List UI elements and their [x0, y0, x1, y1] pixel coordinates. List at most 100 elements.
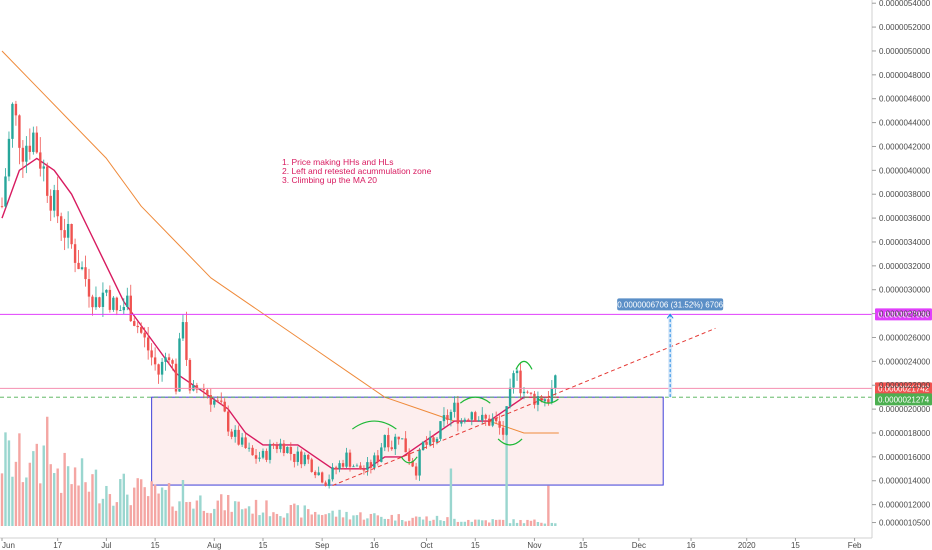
y-tick-label: 0.0000010500: [879, 519, 931, 528]
candle-body: [70, 223, 73, 245]
volume-bar: [188, 501, 192, 526]
y-tick-label: 0.0000018000: [879, 429, 931, 438]
y-tick-label: 0.0000052000: [879, 23, 931, 32]
candle-body: [261, 450, 265, 458]
candle-body: [213, 400, 216, 405]
x-tick-label: Feb: [848, 541, 862, 550]
volume-bar: [174, 510, 178, 526]
candle-body: [240, 437, 244, 445]
candle-body: [171, 360, 174, 364]
volume-bar: [418, 516, 421, 526]
candle-body: [320, 472, 324, 483]
candle-body: [501, 427, 505, 435]
volume-bar: [49, 464, 52, 526]
volume-bar: [404, 521, 407, 526]
annotation-line-3: 3. Climbing up the MA 20: [282, 175, 377, 185]
volume-bar: [550, 522, 554, 526]
volume-bar: [300, 517, 303, 526]
candle-body: [414, 466, 418, 476]
volume-bar: [261, 512, 265, 526]
current-price-tag-label: 0.0000021742: [878, 384, 930, 393]
candle-body: [533, 393, 536, 405]
volume-bar: [425, 516, 428, 526]
volume-bar: [42, 445, 45, 526]
accumulation-box: [151, 396, 664, 486]
candle-body: [223, 401, 226, 412]
volume-bar: [237, 501, 240, 526]
volume-bar: [70, 484, 73, 526]
volume-bar: [456, 521, 460, 526]
measure-label-bg: [617, 298, 724, 311]
candle-body: [77, 262, 80, 270]
annotation-line-2: 2. Left and retested acummulation zone: [282, 166, 432, 176]
y-tick-label: 0.0000042000: [879, 142, 931, 151]
candle-body: [456, 402, 460, 424]
x-tick-label: Jul: [101, 541, 111, 550]
volume-bar: [380, 516, 383, 526]
candle-body: [42, 166, 45, 169]
volume-bar: [73, 467, 77, 526]
x-tick-label: Sep: [315, 541, 330, 550]
volume-bar: [66, 466, 70, 526]
volume-bar: [498, 519, 501, 526]
candle-body: [32, 132, 35, 152]
volume-bar: [296, 505, 299, 526]
y-tick-label: 0.0000032000: [879, 262, 931, 271]
candle-body: [435, 438, 439, 443]
volume-bar: [467, 519, 470, 526]
hh-mark-3: [515, 360, 533, 370]
candle-body: [526, 391, 529, 393]
candle-body: [188, 359, 192, 391]
x-tick-label: 15: [259, 541, 268, 550]
candle-body: [286, 447, 289, 454]
candle-body: [251, 447, 254, 456]
candle-body: [394, 436, 397, 450]
candle-body: [446, 415, 449, 420]
ma-price-tag-label: 0.0000021274: [878, 395, 930, 404]
volume-bar: [87, 491, 91, 526]
target-price-tag-bg: [875, 308, 932, 321]
candle-body: [307, 454, 310, 460]
candle-body: [98, 297, 101, 307]
volume-bar: [223, 510, 226, 526]
candle-body: [428, 437, 432, 445]
volume-bar: [474, 519, 477, 526]
candle-body: [421, 441, 425, 451]
volume-bar: [355, 515, 359, 526]
candle-body: [474, 412, 477, 422]
candle-body: [484, 414, 487, 419]
candle-body: [233, 429, 237, 437]
volume-bar: [35, 443, 38, 526]
candle-body: [56, 190, 59, 217]
candle-body: [18, 115, 21, 148]
volume-bar: [265, 500, 268, 526]
volume-bar: [84, 482, 87, 526]
volume-bar: [216, 500, 219, 526]
volume-bar: [324, 514, 327, 526]
candle-body: [463, 419, 467, 422]
volume-bar: [220, 494, 223, 526]
candle-body: [80, 267, 84, 270]
volume-bar: [160, 487, 164, 526]
volume-bar: [282, 517, 286, 526]
volume-bar: [362, 519, 366, 526]
candle-body: [282, 443, 286, 454]
candle-body: [84, 267, 87, 280]
volume-bar: [115, 502, 119, 526]
volume-bar: [136, 478, 139, 526]
hl-mark-1: [400, 456, 418, 464]
volume-bar: [164, 489, 167, 526]
volume-bar: [338, 509, 341, 526]
volume-bar: [432, 519, 435, 526]
volume-bar: [213, 508, 216, 526]
candle-body: [220, 400, 223, 402]
candle-body: [442, 415, 446, 422]
volume-bar: [11, 476, 14, 526]
volume-bar: [14, 461, 18, 526]
candle-body: [505, 406, 508, 435]
candle-body: [522, 391, 526, 394]
volume-bar: [394, 520, 397, 526]
candle-body: [265, 450, 268, 460]
current-price-tag-bg: [875, 382, 932, 395]
